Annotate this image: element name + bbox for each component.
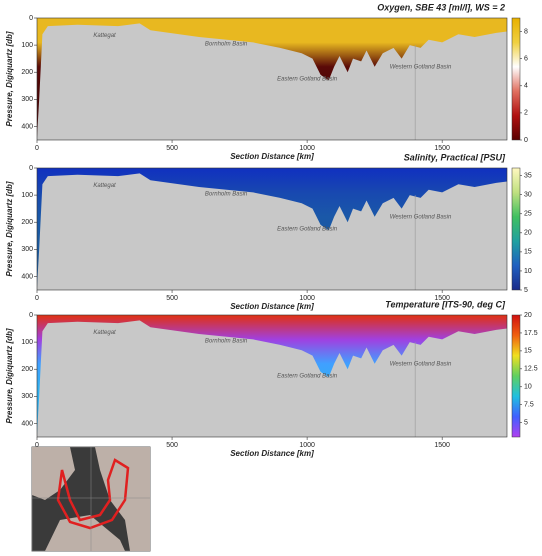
seafloor [37, 320, 507, 437]
basin-label: Kattegat [93, 33, 116, 39]
x-tick-label: 1000 [299, 442, 315, 449]
colorbar-tick-label: 20 [524, 230, 532, 237]
colorbar-tick-label: 25 [524, 211, 532, 218]
x-axis-title: Section Distance [km] [230, 152, 314, 161]
y-tick-label: 300 [21, 246, 33, 253]
x-axis-title: Section Distance [km] [230, 302, 314, 311]
seafloor [37, 173, 507, 290]
colorbar-tick-label: 8 [524, 28, 528, 35]
basin-label: Eastern Gotland Basin [277, 374, 338, 380]
x-tick-label: 1500 [434, 295, 450, 302]
panel-title: Temperature [ITS-90, deg C] [385, 299, 506, 309]
plot-frame [36, 314, 508, 438]
y-axis-title: Pressure, Digiquartz [db] [5, 181, 14, 276]
colorbar-tick-label: 2 [524, 110, 528, 117]
basin-label: Kattegat [93, 183, 116, 189]
plot-frame [36, 167, 508, 291]
colorbar-tick-label: 12.5 [524, 366, 538, 373]
y-tick-label: 0 [29, 165, 33, 172]
colorbar-tick-label: 30 [524, 192, 532, 199]
y-axis-title: Pressure, Digiquartz [db] [5, 31, 14, 126]
basin-label: Eastern Gotland Basin [277, 227, 338, 233]
x-axis-title: Section Distance [km] [230, 449, 314, 458]
y-tick-label: 100 [21, 42, 33, 49]
map-track [56, 458, 130, 530]
colorbar-tick-label: 15 [524, 249, 532, 256]
x-tick-label: 500 [166, 145, 178, 152]
map-land [95, 447, 150, 551]
y-tick-label: 0 [29, 312, 33, 319]
y-tick-label: 100 [21, 339, 33, 346]
plot-frame [36, 17, 508, 141]
x-tick-label: 500 [166, 295, 178, 302]
x-tick-label: 0 [35, 145, 39, 152]
colorbar-tick-label: 20 [524, 312, 532, 319]
y-tick-label: 400 [21, 273, 33, 280]
basin-label: Western Gotland Basin [390, 64, 452, 70]
colorbar-tick-label: 5 [524, 419, 528, 426]
y-tick-label: 300 [21, 393, 33, 400]
colorbar-tick-label: 17.5 [524, 330, 538, 337]
y-tick-label: 300 [21, 96, 33, 103]
basin-label: Bornholm Basin [205, 191, 248, 197]
y-tick-label: 100 [21, 192, 33, 199]
x-tick-label: 1000 [299, 145, 315, 152]
colorbar-tick-label: 0 [524, 137, 528, 144]
map-land [32, 447, 75, 500]
colorbar [511, 167, 521, 291]
x-tick-label: 0 [35, 442, 39, 449]
map-land [45, 515, 125, 551]
colorbar-tick-label: 15 [524, 348, 532, 355]
y-axis-title: Pressure, Digiquartz [db] [5, 328, 14, 423]
y-tick-label: 200 [21, 69, 33, 76]
basin-label: Bornholm Basin [205, 41, 248, 47]
basin-label: Bornholm Basin [205, 338, 248, 344]
colorbar [511, 17, 521, 141]
basin-label: Western Gotland Basin [390, 361, 452, 367]
x-tick-label: 1000 [299, 295, 315, 302]
seafloor [37, 23, 507, 140]
colorbar-tick-label: 35 [524, 172, 532, 179]
colorbar-tick-label: 6 [524, 56, 528, 63]
colorbar-tick-label: 4 [524, 83, 528, 90]
section-panel: 0 100 200 300 400 0 500 1000 1500 Section Distanc… [5, 2, 528, 161]
colorbar-tick-label: 5 [524, 287, 528, 294]
colorbar-tick-label: 10 [524, 268, 532, 275]
basin-label: Western Gotland Basin [390, 214, 452, 220]
y-tick-label: 200 [21, 366, 33, 373]
y-tick-label: 400 [21, 123, 33, 130]
panel-title: Salinity, Practical [PSU] [404, 152, 506, 162]
section-panel: 0 100 200 300 400 0 500 1000 1500 Section Distanc… [5, 152, 532, 311]
panel-title: Oxygen, SBE 43 [ml/l], WS = 2 [377, 2, 505, 12]
colorbar [511, 314, 521, 438]
basin-label: Eastern Gotland Basin [277, 77, 338, 83]
y-tick-label: 200 [21, 219, 33, 226]
x-tick-label: 0 [35, 295, 39, 302]
map-inset [31, 446, 151, 552]
colorbar-tick-label: 10 [524, 384, 532, 391]
section-panel: 0 100 200 300 400 0 500 1000 1500 Section Distanc… [5, 299, 538, 458]
x-tick-label: 1500 [434, 442, 450, 449]
basin-label: Kattegat [93, 330, 116, 336]
y-tick-label: 0 [29, 15, 33, 22]
x-tick-label: 1500 [434, 145, 450, 152]
y-tick-label: 400 [21, 420, 33, 427]
colorbar-tick-label: 7.5 [524, 402, 534, 409]
x-tick-label: 500 [166, 442, 178, 449]
